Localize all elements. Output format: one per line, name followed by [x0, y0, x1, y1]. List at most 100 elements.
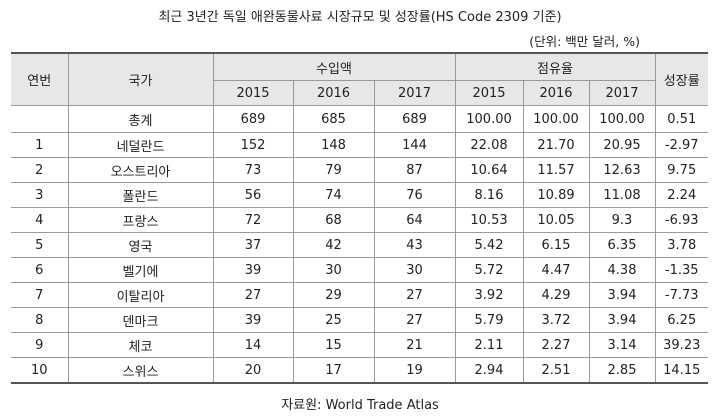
share-cell: 2.51 — [522, 357, 590, 384]
serial-cell: 1 — [11, 132, 69, 158]
share-cell: 2.11 — [454, 332, 524, 358]
import-cell: 25 — [292, 307, 375, 333]
growth-cell: 2.24 — [654, 182, 708, 208]
share-cell: 11.57 — [522, 157, 590, 183]
table-row: 10 스위스 20 17 19 2.94 2.51 2.85 14.15 — [11, 357, 708, 384]
growth-cell: 39.23 — [654, 332, 708, 358]
share-cell: 100.00 — [588, 105, 656, 133]
country-cell: 스위스 — [67, 357, 214, 384]
growth-cell: -1.35 — [654, 257, 708, 283]
country-cell: 프랑스 — [67, 207, 214, 233]
import-cell: 39 — [212, 307, 294, 333]
import-cell: 148 — [292, 132, 375, 158]
serial-cell: 3 — [11, 182, 69, 208]
table-row-total: 총계 689 685 689 100.00 100.00 100.00 0.51 — [11, 105, 708, 133]
import-cell: 30 — [373, 257, 456, 283]
serial-cell: 6 — [11, 257, 69, 283]
share-cell: 3.92 — [454, 282, 524, 308]
country-cell: 네덜란드 — [67, 132, 214, 158]
import-cell: 73 — [212, 157, 294, 183]
header-share-group: 점유율 — [454, 52, 656, 81]
share-cell: 10.05 — [522, 207, 590, 233]
country-cell: 이탈리아 — [67, 282, 214, 308]
serial-cell: 10 — [11, 357, 69, 384]
share-cell: 2.27 — [522, 332, 590, 358]
table-row: 1 네덜란드 152 148 144 22.08 21.70 20.95 -2.97 — [11, 132, 708, 158]
serial-cell: 2 — [11, 157, 69, 183]
share-cell: 2.85 — [588, 357, 656, 384]
share-cell: 12.63 — [588, 157, 656, 183]
table-row: 4 프랑스 72 68 64 10.53 10.05 9.3 -6.93 — [11, 207, 708, 233]
country-cell: 덴마크 — [67, 307, 214, 333]
share-cell: 4.29 — [522, 282, 590, 308]
import-cell: 19 — [373, 357, 456, 384]
import-cell: 15 — [292, 332, 375, 358]
share-cell: 100.00 — [522, 105, 590, 133]
import-cell: 68 — [292, 207, 375, 233]
import-cell: 17 — [292, 357, 375, 384]
share-cell: 22.08 — [454, 132, 524, 158]
share-cell: 5.79 — [454, 307, 524, 333]
header-import-year: 2016 — [292, 80, 375, 106]
import-cell: 152 — [212, 132, 294, 158]
import-cell: 76 — [373, 182, 456, 208]
table-row: 6 벨기에 39 30 30 5.72 4.47 4.38 -1.35 — [11, 257, 708, 283]
import-cell: 42 — [292, 232, 375, 258]
share-cell: 100.00 — [454, 105, 524, 133]
share-cell: 4.38 — [588, 257, 656, 283]
table-title: 최근 3년간 독일 애완동물사료 시장규모 및 성장률(HS Code 2309… — [158, 10, 562, 25]
import-cell: 685 — [292, 105, 375, 133]
import-cell: 43 — [373, 232, 456, 258]
share-cell: 6.15 — [522, 232, 590, 258]
import-cell: 20 — [212, 357, 294, 384]
table-row: 9 체코 14 15 21 2.11 2.27 3.14 39.23 — [11, 332, 708, 358]
import-cell: 72 — [212, 207, 294, 233]
growth-cell: 14.15 — [654, 357, 708, 384]
header-import-year: 2015 — [212, 80, 294, 106]
share-cell: 2.94 — [454, 357, 524, 384]
header-country: 국가 — [67, 52, 214, 106]
growth-cell: 9.75 — [654, 157, 708, 183]
share-cell: 3.72 — [522, 307, 590, 333]
table-row: 2 오스트리아 73 79 87 10.64 11.57 12.63 9.75 — [11, 157, 708, 183]
share-cell: 11.08 — [588, 182, 656, 208]
import-cell: 27 — [212, 282, 294, 308]
share-cell: 10.64 — [454, 157, 524, 183]
serial-cell: 9 — [11, 332, 69, 358]
share-cell: 5.42 — [454, 232, 524, 258]
unit-note: (단위: 백만 달러, %) — [529, 34, 640, 49]
growth-cell: 0.51 — [654, 105, 708, 133]
import-cell: 29 — [292, 282, 375, 308]
share-cell: 9.3 — [588, 207, 656, 233]
import-cell: 14 — [212, 332, 294, 358]
import-cell: 144 — [373, 132, 456, 158]
share-cell: 3.94 — [588, 307, 656, 333]
header-import-year: 2017 — [373, 80, 456, 106]
import-cell: 79 — [292, 157, 375, 183]
header-share-year: 2015 — [454, 80, 524, 106]
import-cell: 64 — [373, 207, 456, 233]
table-row: 7 이탈리아 27 29 27 3.92 4.29 3.94 -7.73 — [11, 282, 708, 308]
import-cell: 689 — [373, 105, 456, 133]
import-cell: 39 — [212, 257, 294, 283]
share-cell: 10.53 — [454, 207, 524, 233]
share-cell: 10.89 — [522, 182, 590, 208]
header-import-group: 수입액 — [212, 52, 456, 81]
share-cell: 3.94 — [588, 282, 656, 308]
growth-cell: -7.73 — [654, 282, 708, 308]
import-cell: 21 — [373, 332, 456, 358]
import-cell: 27 — [373, 307, 456, 333]
table-row: 8 덴마크 39 25 27 5.79 3.72 3.94 6.25 — [11, 307, 708, 333]
country-cell: 폴란드 — [67, 182, 214, 208]
growth-cell: -2.97 — [654, 132, 708, 158]
source-note: 자료원: World Trade Atlas — [281, 398, 439, 413]
serial-cell: 5 — [11, 232, 69, 258]
growth-cell: -6.93 — [654, 207, 708, 233]
share-cell: 3.14 — [588, 332, 656, 358]
import-cell: 689 — [212, 105, 294, 133]
country-cell: 총계 — [67, 105, 214, 133]
country-cell: 벨기에 — [67, 257, 214, 283]
country-cell: 영국 — [67, 232, 214, 258]
share-cell: 8.16 — [454, 182, 524, 208]
country-cell: 체코 — [67, 332, 214, 358]
